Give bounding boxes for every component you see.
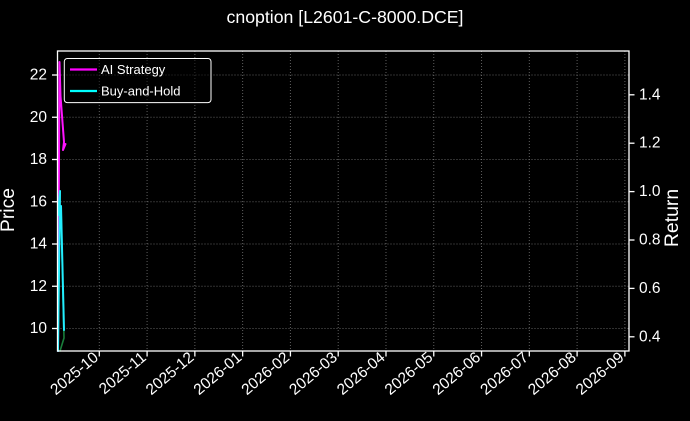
svg-text:18: 18	[30, 151, 47, 168]
svg-text:1.0: 1.0	[639, 183, 661, 200]
svg-text:1.4: 1.4	[639, 86, 661, 103]
svg-text:0.4: 0.4	[639, 328, 661, 345]
svg-text:22: 22	[30, 67, 47, 84]
svg-text:Return: Return	[661, 189, 683, 247]
svg-text:Price: Price	[0, 188, 19, 232]
svg-text:2026-08: 2026-08	[525, 349, 580, 399]
svg-text:0.8: 0.8	[639, 232, 661, 249]
svg-text:16: 16	[30, 193, 47, 210]
svg-text:2026-09: 2026-09	[573, 349, 628, 399]
svg-text:2025-12: 2025-12	[143, 349, 198, 399]
svg-text:2026-02: 2026-02	[238, 349, 293, 399]
svg-text:2026-04: 2026-04	[334, 349, 389, 399]
svg-text:20: 20	[30, 109, 48, 126]
svg-text:2025-10: 2025-10	[47, 349, 102, 399]
svg-text:10: 10	[30, 320, 48, 337]
svg-text:AI Strategy: AI Strategy	[101, 62, 166, 77]
svg-text:2026-06: 2026-06	[430, 349, 485, 399]
svg-text:14: 14	[30, 236, 48, 253]
svg-text:2026-07: 2026-07	[477, 349, 532, 399]
svg-text:0.6: 0.6	[639, 280, 661, 297]
svg-text:12: 12	[30, 278, 47, 295]
svg-text:Buy-and-Hold: Buy-and-Hold	[101, 84, 181, 99]
svg-text:2026-01: 2026-01	[191, 349, 246, 399]
svg-text:2026-05: 2026-05	[382, 349, 437, 399]
svg-text:1.2: 1.2	[639, 135, 661, 152]
svg-text:2025-11: 2025-11	[96, 349, 150, 398]
svg-text:2026-03: 2026-03	[286, 349, 341, 399]
